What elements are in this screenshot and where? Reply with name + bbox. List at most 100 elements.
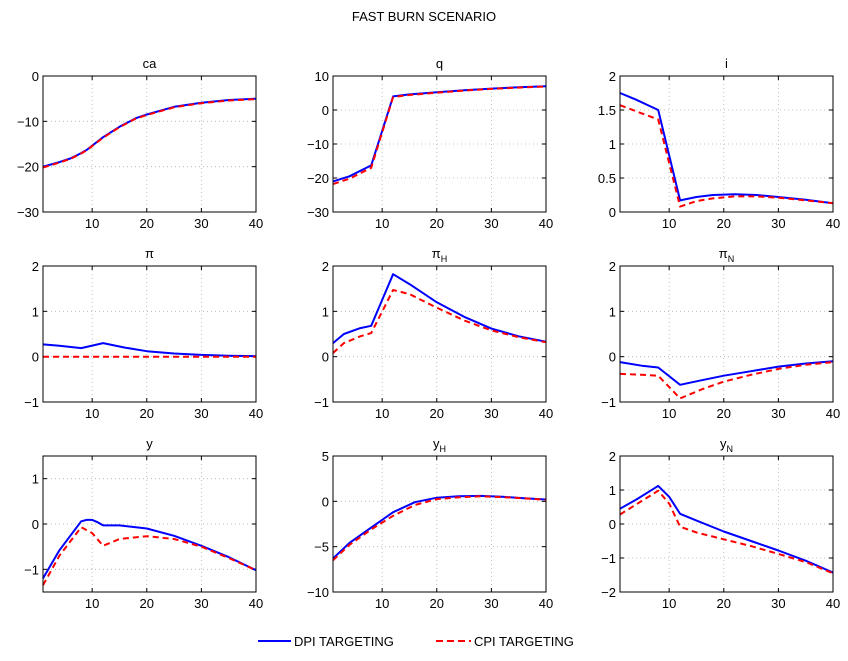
y-tick-label: 2 [322,259,329,274]
subplot: πH 10 20 30 40 −1 0 1 2 [314,246,553,421]
y-tick-label: 0 [322,350,329,365]
y-tick-label: 0 [322,494,329,509]
x-tick-label: 30 [484,596,498,611]
subplot-title: y [146,436,153,451]
subplot-title: π [145,246,154,261]
x-tick-label: 10 [375,216,389,231]
series-line-dpi [619,484,834,574]
x-tick-label: 10 [85,596,99,611]
y-tick-label: −1 [601,395,616,410]
axes-box [42,455,257,593]
x-tick-label: 40 [826,596,840,611]
y-tick-label: −20 [307,171,329,186]
y-tick-label: 1 [609,483,616,498]
y-tick-label: 1 [32,304,39,319]
figure-title: FAST BURN SCENARIO [352,9,496,24]
y-tick-label: −30 [307,205,329,220]
series-line-cpi [42,526,257,586]
y-tick-label: −30 [17,205,39,220]
x-tick-label: 20 [140,406,154,421]
x-tick-label: 20 [430,596,444,611]
y-tick-label: −1 [24,395,39,410]
series-line-cpi [42,98,257,169]
y-tick-label: 0 [609,517,616,532]
x-tick-label: 10 [662,216,676,231]
x-tick-label: 10 [375,406,389,421]
axes-box [332,75,547,213]
series-line-cpi [332,495,547,562]
y-tick-label: −1 [24,562,39,577]
x-tick-label: 30 [771,406,785,421]
series-line-cpi [332,289,547,354]
y-tick-label: 2 [609,69,616,84]
x-tick-label: 30 [771,216,785,231]
series-line-dpi [332,494,547,560]
x-tick-label: 30 [194,216,208,231]
series-line-dpi [619,360,834,386]
y-tick-label: −2 [601,585,616,600]
subplot: y 10 20 30 40 −1 0 1 [24,436,263,611]
y-tick-label: 0 [609,350,616,365]
x-tick-label: 20 [717,596,731,611]
subplot-title: πH [432,246,447,264]
x-tick-label: 20 [717,216,731,231]
y-tick-label: 0 [32,69,39,84]
x-tick-label: 40 [539,596,553,611]
subplot: yN 10 20 30 40 −2 −1 0 1 2 [601,436,840,611]
y-tick-label: 1 [322,304,329,319]
series-line-dpi [42,342,257,358]
x-tick-label: 40 [249,406,263,421]
y-tick-label: −10 [17,114,39,129]
x-tick-label: 30 [194,596,208,611]
subplot: i 10 20 30 40 0 0.5 1 1.5 2 [598,56,840,231]
axes-box [619,75,834,213]
y-tick-label: −20 [17,160,39,175]
y-tick-label: 0.5 [598,171,616,186]
y-tick-label: 2 [609,259,616,274]
series-line-dpi [42,518,257,579]
y-tick-label: 5 [322,449,329,464]
x-tick-label: 40 [539,216,553,231]
axes-box [42,265,257,403]
subplot: q 10 20 30 40 −30 −20 −10 0 10 [307,56,553,231]
y-tick-label: −1 [601,551,616,566]
x-tick-label: 20 [140,596,154,611]
subplot-title: ca [143,56,158,71]
series-line-cpi [619,361,834,400]
x-tick-label: 40 [249,596,263,611]
axes-box [619,265,834,403]
x-tick-label: 10 [662,406,676,421]
axes-box [42,75,257,213]
subplot: ca 10 20 30 40 −30 −20 −10 0 [17,56,263,231]
x-tick-label: 30 [484,216,498,231]
x-tick-label: 40 [826,406,840,421]
legend-cpi-label: CPI TARGETING [474,634,574,649]
y-tick-label: 0 [609,205,616,220]
x-tick-label: 40 [539,406,553,421]
series-line-dpi [332,273,547,344]
subplot-title: yH [433,436,446,454]
series-line-cpi [619,104,834,208]
subplot-title: i [725,56,728,71]
y-tick-label: 2 [32,259,39,274]
subplot: yH 10 20 30 40 −10 −5 0 5 [307,436,553,611]
y-tick-label: 1 [32,472,39,487]
y-tick-label: 2 [609,449,616,464]
subplot: πN 10 20 30 40 −1 0 1 2 [601,246,840,421]
x-tick-label: 20 [430,406,444,421]
y-tick-label: 0 [32,517,39,532]
series-line-cpi [619,489,834,575]
x-tick-label: 20 [717,406,731,421]
x-tick-label: 10 [85,406,99,421]
subplot-title: yN [720,436,733,454]
x-tick-label: 20 [140,216,154,231]
y-tick-label: −5 [314,540,329,555]
legend: DPI TARGETING CPI TARGETING [258,634,574,649]
x-tick-label: 40 [249,216,263,231]
y-tick-label: −1 [314,395,329,410]
x-tick-label: 30 [771,596,785,611]
subplot-title: πN [719,246,734,264]
